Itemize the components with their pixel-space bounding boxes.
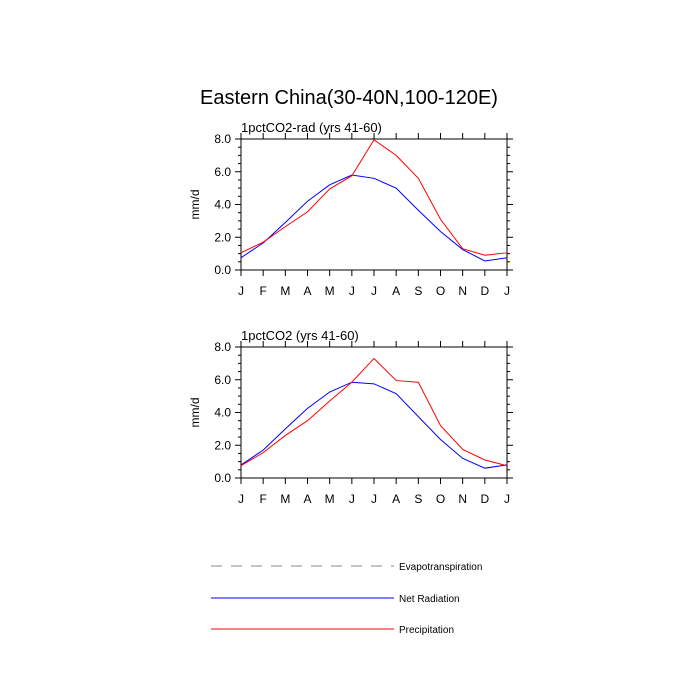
legend-item-net-radiation: Net Radiation bbox=[211, 594, 460, 605]
legend-label: Precipitation bbox=[399, 625, 454, 636]
legend: Evapotranspiration Net Radiation Precipita… bbox=[211, 562, 482, 636]
y-tick-label: 6.0 bbox=[214, 165, 231, 179]
y-tick-label: 8.0 bbox=[214, 340, 231, 354]
chart-panel-1: 1pctCO2-rad (yrs 41-60) 0.0 2.0 4.0 6.0 8.0 mm… bbox=[188, 120, 513, 298]
panel-title: 1pctCO2 (yrs 41-60) bbox=[241, 328, 359, 343]
x-tick-label: A bbox=[303, 492, 311, 506]
x-tick-label: J bbox=[349, 284, 355, 298]
x-tick-label: M bbox=[280, 284, 290, 298]
x-tick-label: N bbox=[458, 284, 467, 298]
figure-title: Eastern China(30-40N,100-120E) bbox=[200, 87, 498, 109]
y-tick-label: 6.0 bbox=[214, 373, 231, 387]
legend-item-precipitation: Precipitation bbox=[211, 625, 454, 636]
x-tick-label: J bbox=[238, 492, 244, 506]
x-tick-label: J bbox=[504, 492, 510, 506]
x-tick-label: M bbox=[325, 284, 335, 298]
legend-label: Evapotranspiration bbox=[399, 562, 482, 573]
x-tick-label: J bbox=[371, 492, 377, 506]
chart-panels: 1pctCO2-rad (yrs 41-60) 0.0 2.0 4.0 6.0 8.0 mm… bbox=[188, 120, 513, 506]
x-tick-label: F bbox=[259, 284, 266, 298]
x-tick-label: O bbox=[436, 284, 445, 298]
x-tick-label: J bbox=[371, 284, 377, 298]
plot-frame bbox=[240, 346, 508, 479]
x-tick-label: D bbox=[480, 492, 489, 506]
x-tick-label: M bbox=[325, 492, 335, 506]
series-line-net-radiation bbox=[240, 381, 508, 469]
series-line-net-radiation bbox=[240, 174, 508, 262]
y-tick-label: 2.0 bbox=[214, 438, 231, 452]
x-tick-label: J bbox=[504, 284, 510, 298]
series-line-precipitation bbox=[240, 357, 508, 467]
x-tick-label: A bbox=[303, 284, 311, 298]
x-tick-label: D bbox=[480, 284, 489, 298]
x-tick-label: S bbox=[414, 492, 422, 506]
y-tick-label: 4.0 bbox=[214, 406, 231, 420]
x-tick-label: J bbox=[238, 284, 244, 298]
y-tick-label: 4.0 bbox=[214, 198, 231, 212]
y-axis-label: mm/d bbox=[188, 190, 202, 220]
x-tick-label: A bbox=[392, 492, 400, 506]
chart-panel-2: 1pctCO2 (yrs 41-60) 0.0 2.0 4.0 6.0 8.0 mm/d J F… bbox=[188, 328, 513, 506]
legend-item-evapotranspiration: Evapotranspiration bbox=[211, 562, 482, 573]
x-tick-label: S bbox=[414, 284, 422, 298]
x-tick-label: J bbox=[349, 492, 355, 506]
panel-title: 1pctCO2-rad (yrs 41-60) bbox=[241, 120, 382, 135]
x-tick-label: A bbox=[392, 284, 400, 298]
y-tick-label: 2.0 bbox=[214, 230, 231, 244]
x-tick-label: M bbox=[280, 492, 290, 506]
legend-label: Net Radiation bbox=[399, 594, 460, 605]
y-tick-label: 0.0 bbox=[214, 263, 231, 277]
x-tick-label: F bbox=[259, 492, 266, 506]
x-tick-label: N bbox=[458, 492, 467, 506]
y-tick-label: 0.0 bbox=[214, 471, 231, 485]
series-line-precipitation bbox=[240, 139, 508, 256]
y-tick-label: 8.0 bbox=[214, 132, 231, 146]
x-tick-label: O bbox=[436, 492, 445, 506]
y-axis-label: mm/d bbox=[188, 398, 202, 428]
